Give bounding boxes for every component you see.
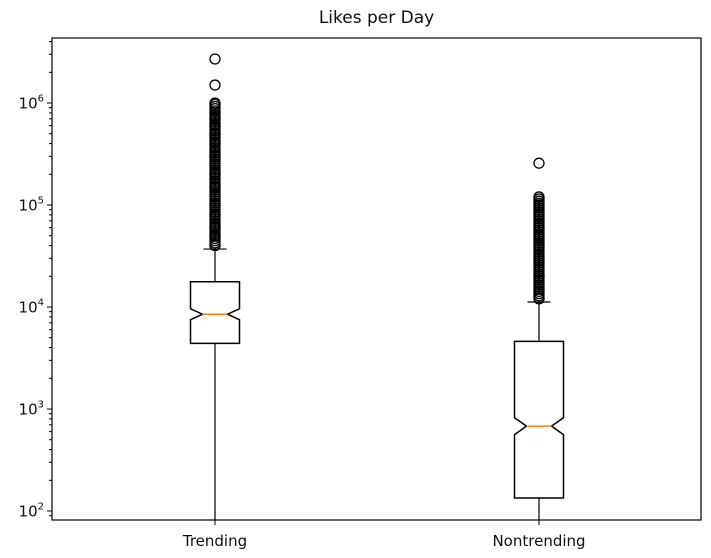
x-tick-label-nontrending: Nontrending <box>492 532 586 550</box>
outlier-marker <box>209 181 221 193</box>
outlier-marker <box>533 221 545 234</box>
outlier-marker <box>209 221 221 234</box>
y-tick-label: 102 <box>18 501 44 521</box>
outlier-marker <box>209 168 221 180</box>
outlier-marker <box>533 230 545 242</box>
outlier-marker <box>209 128 221 140</box>
outlier-marker <box>533 283 545 295</box>
outlier-marker <box>209 113 221 125</box>
y-tick-label: 103 <box>18 399 44 419</box>
box-nontrending <box>513 340 565 499</box>
outlier-marker <box>209 150 221 162</box>
outlier-marker <box>209 97 221 109</box>
outlier-marker <box>209 199 221 211</box>
outlier-marker <box>209 79 221 91</box>
axes-frame <box>51 37 702 521</box>
outlier-marker <box>533 199 545 211</box>
box-trending <box>189 280 241 345</box>
outlier-marker <box>209 119 221 132</box>
outlier-marker <box>533 270 545 282</box>
outlier-marker <box>209 53 221 65</box>
x-tick-label-trending: Trending <box>182 532 248 550</box>
chart-title: Likes per Day <box>318 8 435 28</box>
y-tick-label: 105 <box>18 195 44 215</box>
y-tick-label: 104 <box>18 297 44 317</box>
outlier-marker <box>533 191 545 203</box>
outlier-marker <box>533 157 545 169</box>
outlier-marker <box>533 252 545 264</box>
outlier-marker <box>209 230 221 242</box>
y-tick-label: 106 <box>18 93 44 113</box>
